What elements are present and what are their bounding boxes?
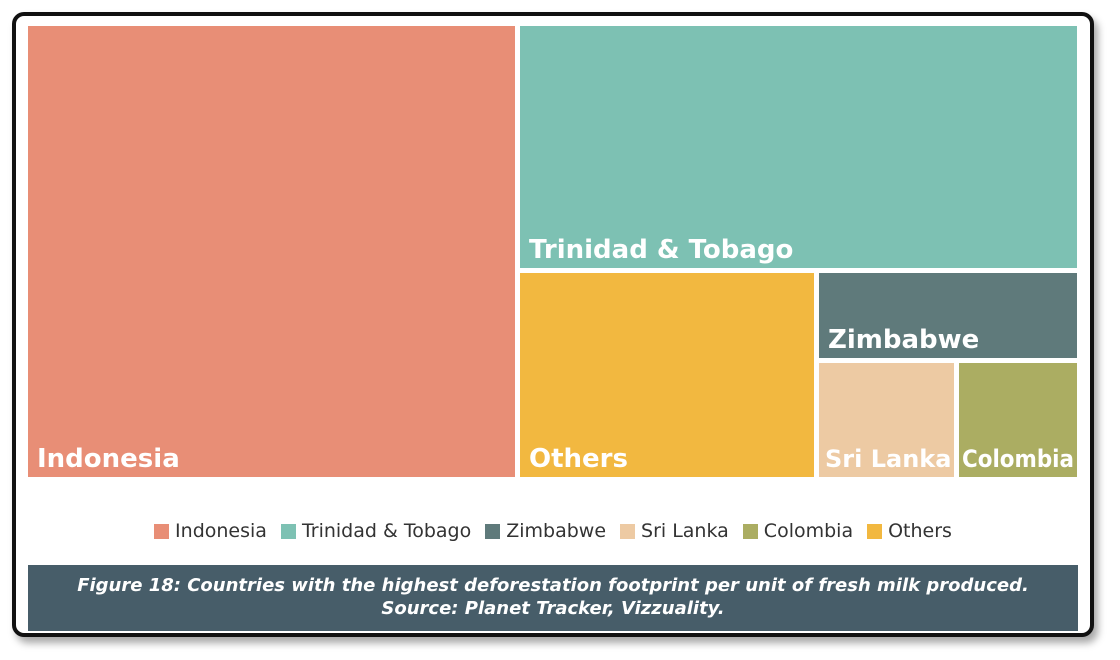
legend-item-others: Others (867, 520, 952, 542)
legend-swatch-trinidad-tobago (280, 523, 296, 539)
tile-label-zimbabwe: Zimbabwe (828, 325, 979, 355)
legend-label-others: Others (888, 520, 952, 542)
legend-swatch-colombia (742, 523, 758, 539)
legend-swatch-zimbabwe (485, 523, 501, 539)
legend-item-colombia: Colombia (742, 520, 854, 542)
legend-swatch-indonesia (154, 523, 170, 539)
tile-trinidad-tobago (520, 26, 1077, 268)
legend-item-zimbabwe: Zimbabwe (485, 520, 606, 542)
legend-item-sri-lanka: Sri Lanka (620, 520, 729, 542)
legend-item-indonesia: Indonesia (154, 520, 267, 542)
tile-sri-lanka (819, 363, 954, 477)
legend-label-sri-lanka: Sri Lanka (641, 520, 729, 542)
tile-label-sri-lanka: Sri Lanka (825, 445, 951, 473)
legend-label-indonesia: Indonesia (175, 520, 267, 542)
tile-indonesia (28, 26, 515, 477)
legend-label-zimbabwe: Zimbabwe (506, 520, 607, 542)
chart-card: Indonesia Trinidad & Tobago Others Zimbabwe… (12, 12, 1094, 637)
caption-line-1: Figure 18: Countries with the highest de… (77, 575, 1029, 596)
tile-colombia (959, 363, 1077, 477)
tile-label-colombia: Colombia (962, 445, 1074, 473)
legend: Indonesia Trinidad & Tobago Zimbabwe Sri La… (16, 520, 1090, 544)
tile-label-trinidad-tobago: Trinidad & Tobago (529, 235, 793, 265)
legend-label-colombia: Colombia (763, 520, 854, 542)
tile-zimbabwe (819, 273, 1077, 358)
tile-others (520, 273, 814, 477)
legend-label-trinidad-tobago: Trinidad & Tobago (301, 520, 472, 542)
figure-caption: Figure 18: Countries with the highest de… (28, 565, 1078, 631)
legend-swatch-others (867, 523, 883, 539)
tile-label-others: Others (529, 444, 628, 474)
treemap: Indonesia Trinidad & Tobago Others Zimbabwe… (28, 26, 1077, 477)
legend-swatch-sri-lanka (620, 523, 636, 539)
legend-item-trinidad-tobago: Trinidad & Tobago (280, 520, 472, 542)
caption-line-2: Source: Planet Tracker, Vizzuality. (381, 598, 725, 619)
tile-label-indonesia: Indonesia (37, 444, 180, 474)
